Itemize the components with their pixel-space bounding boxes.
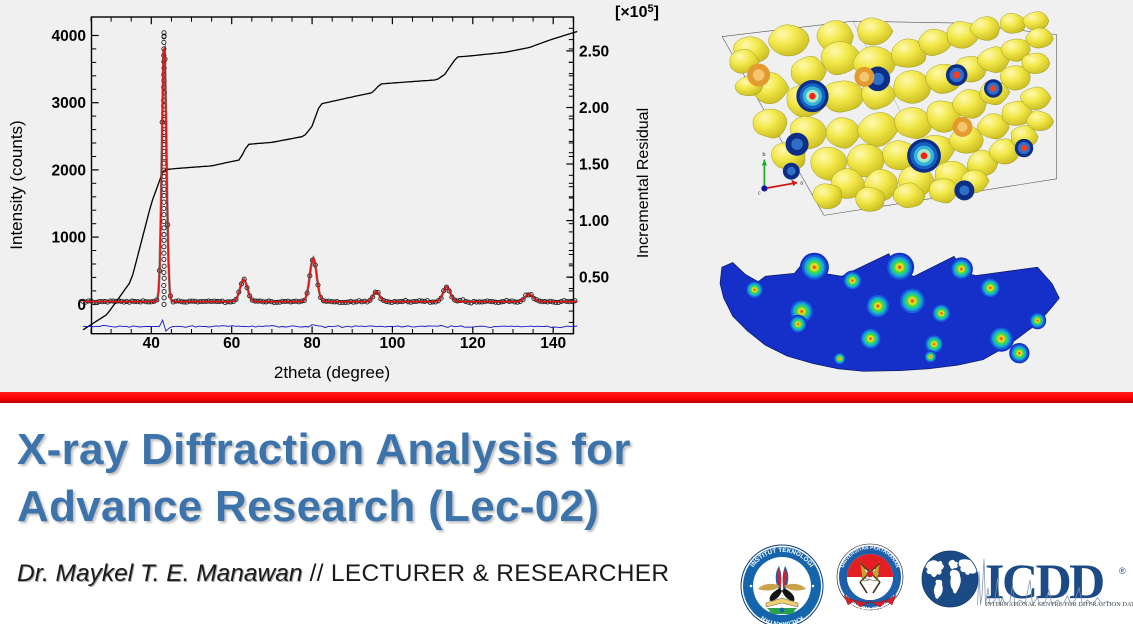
svg-text:2.50: 2.50 (579, 43, 609, 60)
svg-text:2000: 2000 (52, 162, 86, 179)
svg-text:1.00: 1.00 (579, 213, 609, 230)
svg-text:3000: 3000 (52, 95, 86, 112)
svg-text:140: 140 (540, 335, 566, 352)
svg-text:c: c (758, 191, 761, 197)
svg-text:4000: 4000 (52, 28, 86, 45)
svg-text:®: ® (1119, 566, 1126, 576)
svg-text:60: 60 (223, 335, 240, 352)
svg-text:120: 120 (460, 335, 486, 352)
svg-text:INTERNATIONAL CENTRE FOR DIFFR: INTERNATIONAL CENTRE FOR DIFFRACTION DAT… (985, 601, 1133, 608)
svg-text:2.00: 2.00 (579, 100, 609, 117)
svg-text:1.50: 1.50 (579, 157, 609, 174)
svg-text:1000: 1000 (52, 230, 86, 247)
svg-text:b: b (762, 152, 765, 158)
svg-text:80: 80 (303, 335, 320, 352)
svg-text:Incremental Residual: Incremental Residual (635, 108, 652, 258)
svg-text:a: a (800, 181, 803, 187)
svg-text:2theta (degree): 2theta (degree) (274, 363, 390, 382)
svg-text:100: 100 (379, 335, 405, 352)
svg-text:40: 40 (143, 335, 160, 352)
svg-text:0.50: 0.50 (579, 270, 609, 287)
svg-text:Intensity (counts): Intensity (counts) (7, 120, 26, 249)
